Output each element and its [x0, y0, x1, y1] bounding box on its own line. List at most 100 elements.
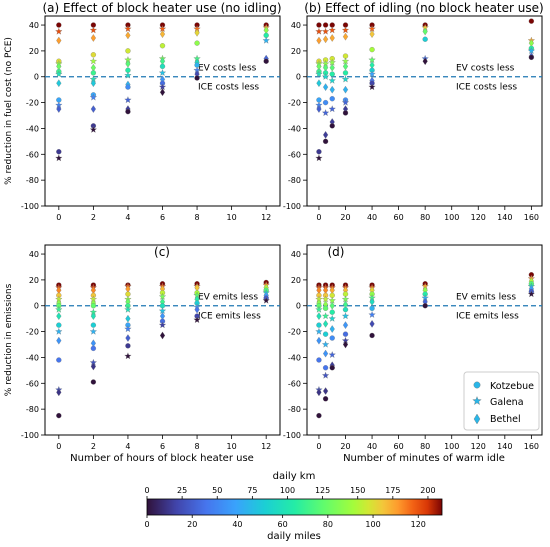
x-tick-label: 6 [160, 213, 165, 222]
data-point [323, 349, 329, 358]
data-point [316, 149, 322, 155]
x-tick-label: 8 [195, 213, 200, 222]
data-point [322, 138, 329, 145]
y-tick-label: -100 [21, 431, 39, 440]
data-point [328, 105, 336, 113]
y-tick-label: 0 [34, 73, 39, 82]
data-point [125, 108, 131, 115]
annotation-below: ICE emits less [198, 312, 261, 322]
data-point [56, 105, 62, 113]
x-tick-label: 40 [367, 442, 377, 451]
data-point [329, 123, 335, 129]
data-point [369, 298, 375, 306]
data-point [89, 57, 98, 65]
data-point [125, 84, 131, 90]
y-tick-label: -80 [288, 405, 301, 414]
data-point [321, 27, 330, 35]
x-tick-label: 0 [316, 442, 321, 451]
y-tick-label: 0 [34, 302, 39, 311]
data-point [159, 331, 166, 340]
panel-d: (d) 40 20 0 -20 -40 -60 -80 -100 0 20 40 60 80 100 120… [283, 244, 543, 451]
panel-d-title: (d) [328, 245, 345, 259]
data-point [316, 105, 322, 113]
data-point [322, 396, 329, 402]
x-tick-label: 140 [497, 213, 512, 222]
data-point [323, 83, 329, 91]
data-point [193, 316, 201, 324]
panel-b-title: (b) Effect of idling (no block heater us… [304, 1, 543, 15]
y-tick-label: -80 [26, 176, 39, 185]
data-point [55, 27, 63, 35]
data-point [55, 327, 63, 335]
legend-marker-galena [472, 396, 482, 406]
x-tick-label: 0 [316, 213, 321, 222]
data-point [322, 99, 329, 106]
x-tick-label: 20 [340, 213, 350, 222]
data-point [422, 36, 428, 42]
x-tick-label: 100 [444, 213, 459, 222]
data-point [342, 85, 349, 94]
data-point [321, 371, 330, 379]
data-point [90, 52, 97, 58]
data-point [329, 71, 335, 77]
colorbar-mile-tick-label: 80 [323, 520, 333, 529]
data-point [89, 125, 98, 133]
data-point [125, 48, 131, 54]
data-point [90, 312, 96, 320]
colorbar-mile-tick-label: 120 [411, 520, 426, 529]
annotation-below: ICE costs less [198, 83, 259, 93]
x-tick-label: 10 [227, 442, 237, 451]
colorbar-km-tick-label: 150 [350, 486, 365, 495]
y-tick-label: -40 [288, 353, 301, 362]
data-point [90, 79, 96, 88]
colorbar-km-tick-label: 200 [420, 486, 435, 495]
y-tick-label: -20 [26, 99, 39, 108]
x-tick-label: 80 [420, 213, 430, 222]
y-tick-label: 40 [291, 21, 301, 30]
annotation-above: EV emits less [456, 293, 516, 303]
data-point [315, 327, 323, 335]
data-point [342, 306, 349, 313]
y-tick-label: -100 [283, 202, 301, 211]
data-point [56, 22, 62, 28]
data-point [369, 332, 375, 339]
y-tick-label: -20 [26, 328, 39, 337]
data-point [316, 336, 322, 345]
annotation-above: EV costs less [198, 64, 257, 74]
data-point [90, 34, 96, 42]
x-tick-label: 160 [524, 442, 539, 451]
y-axis-label-fuel: % reduction in fuel cost (no PCE) [4, 37, 14, 185]
colorbar-mile-tick-label: 60 [278, 520, 288, 529]
data-point [159, 43, 166, 49]
colorbar-km-tick-label: 50 [212, 486, 222, 495]
data-point [316, 322, 322, 328]
panel-b-frame [306, 15, 543, 207]
colorbar-mile-tick-label: 40 [232, 520, 242, 529]
data-point [124, 25, 132, 33]
data-point [316, 79, 322, 88]
y-tick-label: -60 [26, 150, 39, 159]
data-point [125, 31, 131, 40]
data-point [329, 34, 335, 42]
panel-c-title: (c) [154, 245, 170, 259]
data-point [422, 57, 428, 66]
data-point [368, 310, 376, 318]
data-point [262, 296, 270, 304]
y-tick-label: -80 [26, 405, 39, 414]
colorbar-mile-tick-label: 0 [144, 520, 149, 529]
data-point [124, 96, 132, 104]
y-tick-label: 0 [296, 73, 301, 82]
data-point [323, 387, 329, 395]
data-point [527, 290, 536, 298]
y-tick-label: 20 [291, 47, 301, 56]
data-point [328, 314, 336, 322]
data-point [329, 325, 335, 333]
x-tick-label: 10 [227, 213, 237, 222]
data-point [159, 63, 166, 70]
data-point [316, 36, 322, 45]
y-tick-label: 20 [291, 276, 301, 285]
data-point [90, 345, 97, 352]
colorbar-mile-tick-label: 20 [187, 520, 197, 529]
data-point [322, 365, 329, 371]
data-point [321, 109, 330, 117]
